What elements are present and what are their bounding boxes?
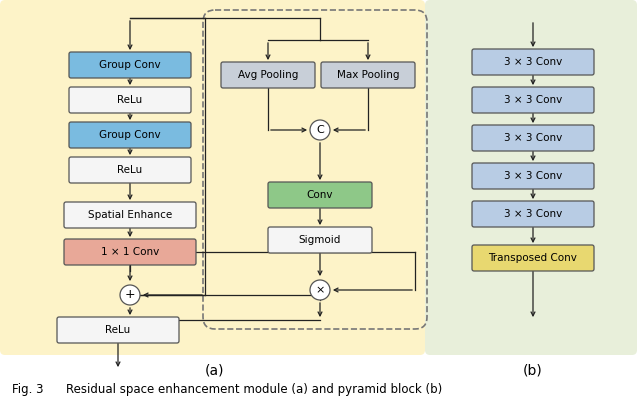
Text: ReLu: ReLu bbox=[106, 325, 131, 335]
FancyBboxPatch shape bbox=[221, 62, 315, 88]
Text: Sigmoid: Sigmoid bbox=[299, 235, 341, 245]
FancyBboxPatch shape bbox=[57, 317, 179, 343]
Text: 1 × 1 Conv: 1 × 1 Conv bbox=[101, 247, 159, 257]
Text: Max Pooling: Max Pooling bbox=[337, 70, 399, 80]
Text: (a): (a) bbox=[205, 363, 225, 377]
Text: Group Conv: Group Conv bbox=[99, 130, 161, 140]
FancyBboxPatch shape bbox=[268, 182, 372, 208]
Circle shape bbox=[310, 280, 330, 300]
Text: ReLu: ReLu bbox=[117, 165, 143, 175]
FancyBboxPatch shape bbox=[472, 163, 594, 189]
FancyBboxPatch shape bbox=[64, 202, 196, 228]
Text: (b): (b) bbox=[523, 363, 543, 377]
FancyBboxPatch shape bbox=[472, 201, 594, 227]
Text: C: C bbox=[316, 125, 324, 135]
Circle shape bbox=[120, 285, 140, 305]
FancyBboxPatch shape bbox=[69, 122, 191, 148]
Text: 3 × 3 Conv: 3 × 3 Conv bbox=[504, 209, 562, 219]
Text: ×: × bbox=[316, 285, 324, 295]
FancyBboxPatch shape bbox=[69, 157, 191, 183]
Text: Spatial Enhance: Spatial Enhance bbox=[88, 210, 172, 220]
FancyBboxPatch shape bbox=[69, 87, 191, 113]
FancyBboxPatch shape bbox=[472, 125, 594, 151]
Text: Transposed Conv: Transposed Conv bbox=[488, 253, 577, 263]
FancyBboxPatch shape bbox=[268, 227, 372, 253]
Text: Fig. 3      Residual space enhancement module (a) and pyramid block (b): Fig. 3 Residual space enhancement module… bbox=[12, 384, 442, 397]
Text: ReLu: ReLu bbox=[117, 95, 143, 105]
FancyBboxPatch shape bbox=[472, 87, 594, 113]
Text: 3 × 3 Conv: 3 × 3 Conv bbox=[504, 133, 562, 143]
Text: Group Conv: Group Conv bbox=[99, 60, 161, 70]
FancyBboxPatch shape bbox=[321, 62, 415, 88]
FancyBboxPatch shape bbox=[64, 239, 196, 265]
FancyBboxPatch shape bbox=[472, 49, 594, 75]
FancyBboxPatch shape bbox=[472, 245, 594, 271]
Text: 3 × 3 Conv: 3 × 3 Conv bbox=[504, 57, 562, 67]
FancyBboxPatch shape bbox=[425, 0, 637, 355]
Text: 3 × 3 Conv: 3 × 3 Conv bbox=[504, 171, 562, 181]
Circle shape bbox=[310, 120, 330, 140]
Text: +: + bbox=[125, 289, 135, 301]
Text: Avg Pooling: Avg Pooling bbox=[238, 70, 298, 80]
Text: Conv: Conv bbox=[307, 190, 333, 200]
FancyBboxPatch shape bbox=[0, 0, 425, 355]
FancyBboxPatch shape bbox=[69, 52, 191, 78]
Text: 3 × 3 Conv: 3 × 3 Conv bbox=[504, 95, 562, 105]
